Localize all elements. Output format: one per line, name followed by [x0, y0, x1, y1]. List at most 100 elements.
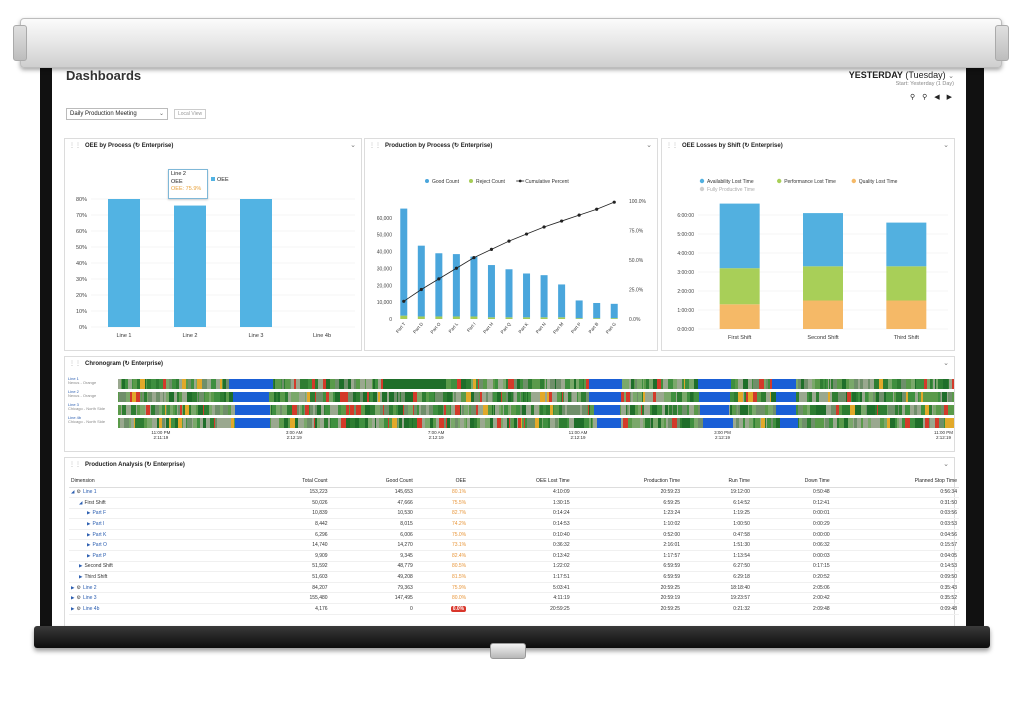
chronogram-segment: [164, 379, 166, 389]
table-row[interactable]: ▶ Part K 6,296 6,006 75.0% 0:10:40 0:52:00 0:47…: [69, 529, 959, 541]
drag-handle-icon[interactable]: ⋮⋮: [666, 143, 678, 149]
previous-icon[interactable]: ◀: [934, 94, 940, 101]
expand-icon[interactable]: ▶: [87, 542, 91, 548]
collapse-icon[interactable]: ◢: [79, 499, 83, 505]
chronogram-segment: [159, 379, 163, 389]
oee-lost-time-cell: 20:59:25: [468, 603, 572, 615]
table-row[interactable]: ▶ Part I 8,442 8,015 74.2% 0:14:53 1:10:02 1:00…: [69, 518, 959, 530]
table-row[interactable]: ▶ Part F 10,839 10,530 82.7% 0:14:24 1:23:24 1:…: [69, 508, 959, 520]
expand-icon[interactable]: ▶: [71, 595, 75, 601]
table-row[interactable]: ◢ First Shift 50,026 47,666 75.5% 1:30:15 6:59…: [69, 497, 959, 509]
zoom-out-icon[interactable]: ⚲: [909, 94, 916, 101]
expand-icon[interactable]: ▶: [87, 552, 91, 558]
chronogram-segment: [835, 392, 838, 402]
chronogram-segment: [858, 379, 860, 389]
expand-icon[interactable]: ▶: [87, 531, 91, 537]
dimension-label[interactable]: Line 1: [82, 489, 97, 496]
chronogram-segment: [877, 418, 880, 428]
legend-swatch: [518, 179, 522, 183]
expand-icon[interactable]: ▶: [87, 521, 91, 527]
expand-icon[interactable]: ▶: [79, 574, 83, 580]
chevron-down-icon[interactable]: ⌄: [943, 360, 949, 367]
next-icon[interactable]: ▶: [946, 94, 952, 101]
table-row[interactable]: ▶ Part P 9,909 9,345 82.4% 0:13:42 1:17:57 1:13…: [69, 550, 959, 562]
collapse-icon[interactable]: ◢: [71, 489, 75, 495]
chronogram-segment: [528, 392, 531, 402]
chronogram-segment: [359, 418, 362, 428]
chronogram-segment: [678, 405, 682, 415]
column-header[interactable]: Down Time: [751, 476, 832, 488]
chronogram-row-label[interactable]: Line 1 Nexus - Orange: [68, 376, 120, 390]
drag-handle-icon[interactable]: ⋮⋮: [69, 361, 81, 367]
column-header[interactable]: OEE: [414, 476, 469, 488]
table-row[interactable]: ▶ Second Shift 51,592 48,779 80.5% 1:22:02 6:5…: [69, 561, 959, 573]
chronogram-segment: [256, 405, 258, 415]
drag-handle-icon[interactable]: ⋮⋮: [369, 143, 381, 149]
date-range-selector[interactable]: YESTERDAY (Tuesday) ⌄ Start: Yesterday (…: [849, 70, 954, 87]
expand-icon[interactable]: ▶: [71, 584, 75, 590]
reject-bar: [417, 316, 425, 319]
chronogram-segment: [216, 379, 220, 389]
chronogram-segment: [872, 418, 877, 428]
legend-swatch: [211, 177, 215, 181]
chronogram-row-label[interactable]: Line 3 Chicago - North Side: [68, 402, 120, 416]
dimension-label[interactable]: Line 3: [82, 595, 97, 602]
chevron-down-icon[interactable]: ⌄: [646, 142, 652, 149]
table-row[interactable]: ▶ Third Shift 51,603 49,208 81.5% 1:17:51 6:59…: [69, 571, 959, 583]
chronogram-segment: [126, 392, 130, 402]
run-time-cell: 6:14:52: [682, 497, 752, 509]
table-row[interactable]: ◢ ⚙ Line 1 153,223 145,653 80.1% 4:10:09 20:59:…: [69, 487, 959, 499]
chronogram-segment: [163, 379, 164, 389]
table-row[interactable]: ▶ ⚙ Line 2 84,207 79,363 75.9% 5:03:41 20:59:25…: [69, 582, 959, 594]
chronogram-segment: [550, 418, 555, 428]
dimension-label[interactable]: Line 2: [82, 584, 97, 591]
chronogram-segment: [126, 405, 131, 415]
chronogram-row-label[interactable]: Line 4b Chicago - North Side: [68, 415, 120, 429]
table-row[interactable]: ▶ ⚙ Line 4b 4,176 0 0.0% 20:59:25 20:59:25 0:21:…: [69, 603, 959, 615]
chronogram-segment: [290, 418, 295, 428]
chronogram-segment: [627, 405, 628, 415]
chevron-down-icon[interactable]: ⌄: [943, 461, 949, 468]
column-header[interactable]: Run Time: [682, 476, 752, 488]
column-header[interactable]: Total Count: [249, 476, 330, 488]
column-header[interactable]: Good Count: [329, 476, 415, 488]
chevron-down-icon[interactable]: ⌄: [943, 142, 949, 149]
chronogram-segment: [783, 392, 784, 402]
drag-handle-icon[interactable]: ⋮⋮: [69, 143, 81, 149]
dimension-label[interactable]: Part I: [92, 521, 105, 528]
dimension-label[interactable]: Part O: [92, 542, 107, 549]
dimension-label[interactable]: Part K: [92, 531, 107, 538]
chronogram-segment: [121, 379, 122, 389]
dimension-label[interactable]: Part F: [92, 510, 107, 517]
table-row[interactable]: ▶ Part O 14,740 14,270 73.1% 0:36:32 2:16:01 1:…: [69, 539, 959, 552]
chronogram-segment: [424, 418, 425, 428]
expand-icon[interactable]: ▶: [71, 605, 75, 611]
column-header[interactable]: OEE Lost Time: [468, 476, 572, 488]
local-view-button[interactable]: Local View: [174, 109, 207, 119]
dimension-label[interactable]: Line 4b: [82, 605, 100, 612]
column-header[interactable]: Production Time: [571, 476, 683, 488]
chronogram-segment: [209, 405, 212, 415]
expand-icon[interactable]: ▶: [87, 510, 91, 516]
chronogram-segment: [752, 405, 756, 415]
chronogram-segment: [242, 418, 246, 428]
time-toolbar: ⚲ ⚲ ◀ ▶: [910, 93, 952, 101]
chronogram-segment: [708, 392, 711, 402]
expand-icon[interactable]: ▶: [79, 563, 83, 569]
column-header[interactable]: Dimension: [69, 476, 249, 488]
chronogram-segment: [923, 392, 928, 402]
chronogram-segment: [838, 392, 841, 402]
production-time-cell: 1:17:57: [571, 550, 683, 562]
drag-handle-icon[interactable]: ⋮⋮: [69, 462, 81, 468]
chronogram-segment: [664, 418, 666, 428]
x-tick-label: Line 4b: [313, 333, 331, 339]
chronogram-segment: [856, 392, 858, 402]
meeting-select[interactable]: Daily Production Meeting ⌄: [66, 108, 168, 120]
chronogram-segment: [305, 405, 309, 415]
dimension-label[interactable]: Part P: [92, 552, 107, 559]
chronogram-row-label[interactable]: Line 2 Nexus - Orange: [68, 389, 120, 403]
chevron-down-icon[interactable]: ⌄: [350, 142, 356, 149]
zoom-in-icon[interactable]: ⚲: [922, 94, 928, 101]
column-header[interactable]: Planned Stop Time: [831, 476, 959, 488]
table-row[interactable]: ▶ ⚙ Line 3 155,480 147,495 80.0% 4:11:19 20:59:…: [69, 592, 959, 605]
